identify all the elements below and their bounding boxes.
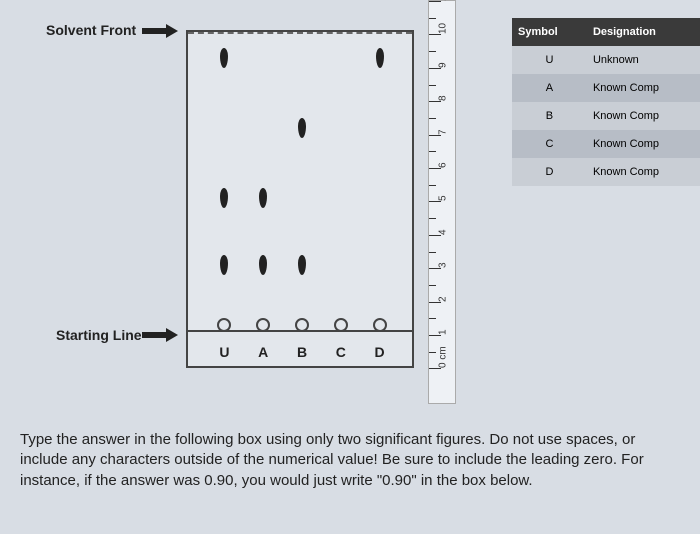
spot-b-1 <box>298 118 306 138</box>
ruler-minor-4 <box>429 218 436 219</box>
spot-a-1 <box>259 188 267 208</box>
ruler-tick-5 <box>429 201 441 202</box>
spot-a-0 <box>259 255 267 275</box>
spot-u-1 <box>220 188 228 208</box>
solvent-front-line <box>188 32 412 34</box>
ruler-minor-8 <box>429 85 436 86</box>
spot-b-0 <box>298 255 306 275</box>
solvent-front-arrow <box>142 24 182 38</box>
spot-d-0 <box>376 48 384 68</box>
ruler-minor-3 <box>429 252 436 253</box>
lane-origin-b <box>295 318 309 332</box>
ruler-label-2: 2 <box>438 296 449 302</box>
legend-symbol: D <box>512 158 587 186</box>
diagram-area: Solvent Front Starting Line UABCD 0 cm12… <box>0 0 700 420</box>
legend-designation: Known Comp <box>587 130 700 158</box>
legend-row-d: DKnown Comp <box>512 158 700 186</box>
spot-u-0 <box>220 255 228 275</box>
lane-label-b: B <box>297 344 307 360</box>
legend-row-a: AKnown Comp <box>512 74 700 102</box>
solvent-front-label: Solvent Front <box>46 22 136 38</box>
spot-u-2 <box>220 48 228 68</box>
ruler-label-0: 0 cm <box>438 347 449 369</box>
legend-symbol: C <box>512 130 587 158</box>
ruler-tick-8 <box>429 101 441 102</box>
legend-row-u: UUnknown <box>512 46 700 74</box>
ruler-minor-2 <box>429 285 436 286</box>
legend-designation: Known Comp <box>587 102 700 130</box>
legend-designation: Known Comp <box>587 158 700 186</box>
lane-label-c: C <box>336 344 346 360</box>
starting-line-label: Starting Line <box>56 327 142 343</box>
legend-row-b: BKnown Comp <box>512 102 700 130</box>
tlc-plate: UABCD <box>186 30 414 368</box>
legend-col-designation: Designation <box>587 18 700 46</box>
ruler-minor-9 <box>429 51 436 52</box>
ruler-label-10: 10 <box>438 23 449 34</box>
legend-col-symbol: Symbol <box>512 18 587 46</box>
legend-symbol: B <box>512 102 587 130</box>
ruler-label-11: 11 <box>438 0 449 1</box>
ruler-tick-3 <box>429 268 441 269</box>
legend-table: Symbol Designation UUnknownAKnown CompBK… <box>512 18 700 186</box>
ruler-tick-0 <box>429 368 441 369</box>
legend-symbol: A <box>512 74 587 102</box>
lane-label-d: D <box>374 344 384 360</box>
ruler-label-3: 3 <box>438 263 449 269</box>
ruler-tick-6 <box>429 168 441 169</box>
ruler-label-1: 1 <box>438 329 449 335</box>
starting-line-arrow <box>142 328 182 342</box>
ruler-label-5: 5 <box>438 196 449 202</box>
ruler-minor-7 <box>429 118 436 119</box>
lane-origin-u <box>217 318 231 332</box>
lane-label-a: A <box>258 344 268 360</box>
legend-symbol: U <box>512 46 587 74</box>
ruler-tick-1 <box>429 335 441 336</box>
legend-row-c: CKnown Comp <box>512 130 700 158</box>
ruler-minor-10 <box>429 18 436 19</box>
instructions-text: Type the answer in the following box usi… <box>20 430 680 491</box>
legend-designation: Unknown <box>587 46 700 74</box>
ruler-label-8: 8 <box>438 96 449 102</box>
ruler-minor-6 <box>429 151 436 152</box>
ruler: 0 cm 1 2 3 4 5 6 7 8 9 10 11 <box>428 0 456 404</box>
legend-header-row: Symbol Designation <box>512 18 700 46</box>
ruler-label-4: 4 <box>438 229 449 235</box>
ruler-minor-1 <box>429 318 436 319</box>
ruler-tick-11 <box>429 1 441 2</box>
lane-origin-d <box>373 318 387 332</box>
ruler-label-9: 9 <box>438 62 449 68</box>
lane-origin-c <box>334 318 348 332</box>
ruler-label-7: 7 <box>438 129 449 135</box>
ruler-tick-10 <box>429 34 441 35</box>
ruler-minor-5 <box>429 185 436 186</box>
lane-origin-a <box>256 318 270 332</box>
ruler-minor-0 <box>429 352 436 353</box>
legend-designation: Known Comp <box>587 74 700 102</box>
lane-label-u: U <box>219 344 229 360</box>
ruler-label-6: 6 <box>438 162 449 168</box>
